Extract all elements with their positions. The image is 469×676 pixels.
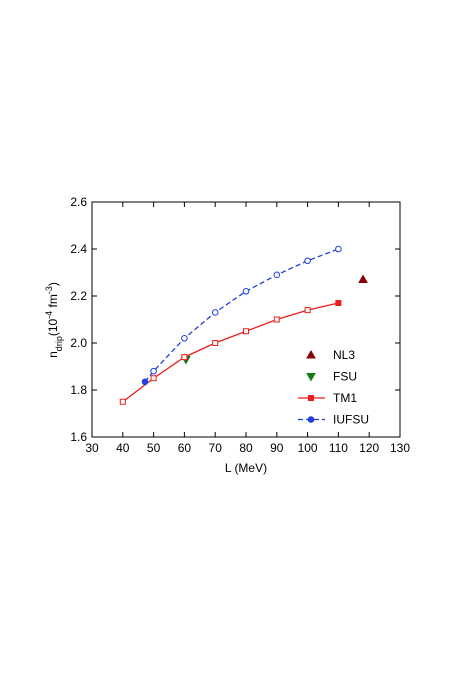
x-tick-label: 30 xyxy=(85,441,99,455)
x-axis-label: L (MeV) xyxy=(225,461,267,475)
x-tick-label: 50 xyxy=(147,441,161,455)
x-tick-label: 90 xyxy=(270,441,284,455)
x-tick-label: 120 xyxy=(359,441,379,455)
legend-label: IUFSU xyxy=(333,413,369,427)
y-axis-label-part: (10 xyxy=(46,319,60,337)
x-tick-label: 40 xyxy=(116,441,130,455)
point xyxy=(181,354,188,361)
legend-label: FSU xyxy=(333,370,357,384)
point xyxy=(308,395,314,401)
point xyxy=(304,307,311,314)
y-tick-label: 2.6 xyxy=(70,195,87,209)
series-line xyxy=(144,248,339,383)
point xyxy=(119,398,126,405)
point xyxy=(306,349,316,359)
x-tick-label: 70 xyxy=(209,441,223,455)
y-tick-label: 2.4 xyxy=(70,242,87,256)
x-tick-label: 100 xyxy=(298,441,318,455)
y-axis-label-part: drip xyxy=(54,336,64,351)
legend-label: NL3 xyxy=(333,348,355,362)
point xyxy=(306,373,316,382)
point xyxy=(335,245,342,253)
series-line xyxy=(122,302,339,403)
x-tick-label: 80 xyxy=(239,441,253,455)
point xyxy=(211,309,219,316)
y-axis-label: ndrip(10-4 fm-3) xyxy=(44,282,64,358)
x-tick-label: 110 xyxy=(329,441,348,455)
point xyxy=(243,328,249,335)
y-axis-label-part: ) xyxy=(46,282,60,286)
y-tick-label: 2.0 xyxy=(70,336,87,350)
y-axis-label-part: -3 xyxy=(44,286,54,294)
point xyxy=(304,257,311,265)
point xyxy=(141,378,149,386)
point xyxy=(150,375,157,382)
x-tick-label: 60 xyxy=(178,441,192,455)
point xyxy=(242,288,250,295)
y-axis-label-part: fm xyxy=(46,294,60,311)
y-axis-label-part: n xyxy=(46,351,60,358)
x-tick-label: 130 xyxy=(390,441,410,455)
point xyxy=(335,300,342,307)
point xyxy=(181,335,188,342)
point xyxy=(273,271,281,279)
y-tick-label: 1.8 xyxy=(70,383,87,397)
y-tick-label: 2.2 xyxy=(70,289,87,303)
y-axis-label-part: -4 xyxy=(44,311,54,319)
point xyxy=(212,340,219,346)
y-tick-label: 1.6 xyxy=(70,430,87,444)
point xyxy=(273,316,280,323)
legend-label: TM1 xyxy=(333,391,357,405)
point xyxy=(307,416,315,423)
point xyxy=(150,367,157,375)
point xyxy=(358,274,368,284)
